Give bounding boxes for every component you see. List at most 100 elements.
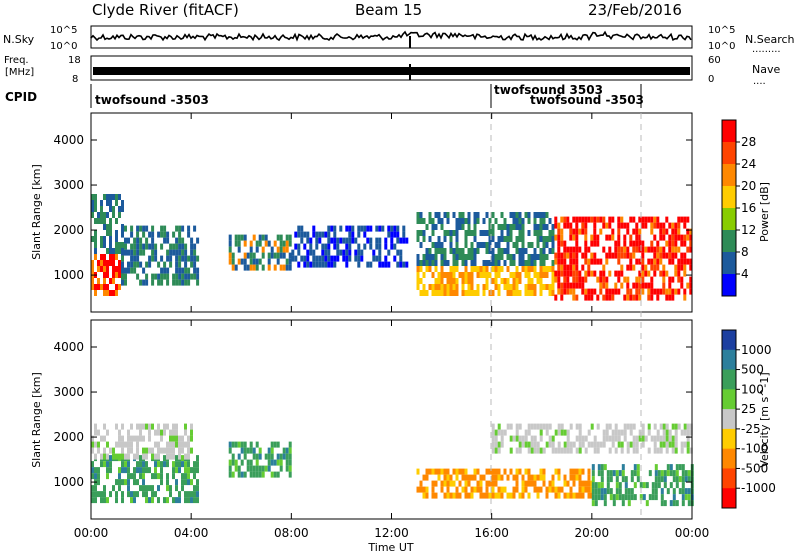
heatmap-cell — [545, 236, 549, 242]
heatmap-cell — [500, 429, 504, 436]
heatmap-cell — [554, 492, 558, 499]
heatmap-cell — [151, 255, 155, 262]
heatmap-cell — [381, 261, 385, 268]
heatmap-cell — [264, 234, 268, 241]
heatmap-cell — [396, 237, 400, 244]
nave-tick-bottom: 0 — [708, 74, 714, 85]
heatmap-cell — [452, 266, 456, 272]
heatmap-cell — [575, 294, 579, 301]
heatmap-cell — [255, 246, 259, 253]
heatmap-cell — [551, 278, 555, 284]
heatmap-cell — [187, 441, 190, 448]
heatmap-cell — [584, 228, 588, 235]
heatmap-cell — [518, 236, 522, 242]
heatmap-cell — [572, 216, 576, 223]
heatmap-cell — [103, 242, 106, 248]
heatmap-cell — [91, 491, 94, 498]
heatmap-cell — [527, 272, 531, 278]
heatmap-cell — [581, 480, 585, 487]
heatmap-cell — [572, 282, 576, 289]
heatmap-cell — [488, 290, 492, 296]
heatmap-cell — [321, 261, 325, 268]
heatmap-cell — [252, 252, 256, 259]
heatmap-cell — [518, 224, 522, 230]
heatmap-cell — [557, 276, 561, 283]
heatmap-cell — [461, 212, 465, 218]
heatmap-cell — [336, 243, 340, 250]
heatmap-cell — [434, 278, 438, 284]
heatmap-cell — [684, 470, 688, 477]
heatmap-cell — [145, 447, 148, 454]
heatmap-cell — [584, 246, 588, 253]
heatmap-cell — [252, 453, 256, 460]
heatmap-cell — [452, 278, 456, 284]
heatmap-cell — [115, 423, 118, 430]
heatmap-cell — [689, 288, 693, 295]
heatmap-cell — [659, 234, 663, 241]
colorbar-tick-label: 500 — [741, 363, 764, 377]
heatmap-cell — [103, 212, 106, 218]
heatmap-cell — [512, 284, 516, 290]
heatmap-cell — [545, 423, 549, 430]
heatmap-cell — [680, 276, 684, 283]
heatmap-cell — [569, 252, 573, 259]
heatmap-cell — [678, 464, 682, 471]
heatmap-cell — [94, 284, 97, 290]
heatmap-cell — [651, 494, 655, 501]
heatmap-cell — [587, 486, 591, 493]
heatmap-cell — [109, 278, 112, 284]
heatmap-cell — [641, 423, 645, 430]
heatmap-cell — [618, 482, 622, 489]
heatmap-cell — [668, 429, 672, 436]
heatmap-cell — [614, 240, 618, 247]
heatmap-cell — [686, 435, 690, 442]
heatmap-cell — [509, 230, 513, 236]
heatmap-cell — [482, 284, 486, 290]
heatmap-cell — [515, 429, 519, 436]
x-axis-label: Time UT — [367, 541, 413, 554]
heatmap-cell — [624, 482, 628, 489]
heatmap-cell — [103, 461, 106, 468]
heatmap-cell — [103, 194, 106, 200]
heatmap-cell — [196, 273, 200, 280]
heatmap-cell — [563, 270, 567, 277]
heatmap-cell — [139, 435, 142, 442]
heatmap-cell — [145, 491, 148, 498]
heatmap-cell — [668, 276, 672, 283]
heatmap-cell — [554, 276, 558, 283]
heatmap-cell — [530, 474, 534, 481]
heatmap-cell — [638, 240, 642, 247]
colorbar-tick-label: -25 — [741, 422, 761, 436]
nave-dots: .... — [753, 76, 766, 87]
heatmap-cell — [506, 290, 510, 296]
heatmap-cell — [249, 459, 253, 466]
heatmap-cell — [488, 468, 492, 475]
heatmap-cell — [375, 255, 379, 262]
heatmap-cell — [303, 255, 307, 262]
heatmap-cell — [479, 480, 483, 487]
heatmap-cell — [321, 255, 325, 262]
heatmap-cell — [109, 260, 112, 266]
heatmap-cell — [650, 294, 654, 301]
heatmap-cell — [476, 284, 480, 290]
heatmap-cell — [630, 476, 634, 483]
heatmap-cell — [590, 216, 594, 223]
heatmap-cell — [497, 236, 501, 242]
heatmap-cell — [665, 288, 669, 295]
heatmap-cell — [548, 284, 552, 290]
heatmap-cell — [172, 435, 175, 442]
heatmap-cell — [689, 240, 693, 247]
heatmap-cell — [118, 266, 121, 272]
heatmap-cell — [609, 476, 613, 483]
heatmap-cell — [656, 252, 660, 259]
heatmap-cell — [491, 423, 495, 430]
heatmap-cell — [572, 492, 576, 499]
heatmap-cell — [467, 212, 471, 218]
heatmap-cell — [166, 423, 169, 430]
heatmap-cell — [100, 435, 103, 442]
heatmap-cell — [467, 474, 471, 481]
heatmap-cell — [175, 267, 179, 274]
heatmap-cell — [160, 467, 163, 474]
heatmap-cell — [136, 225, 140, 232]
heatmap-cell — [530, 435, 534, 442]
